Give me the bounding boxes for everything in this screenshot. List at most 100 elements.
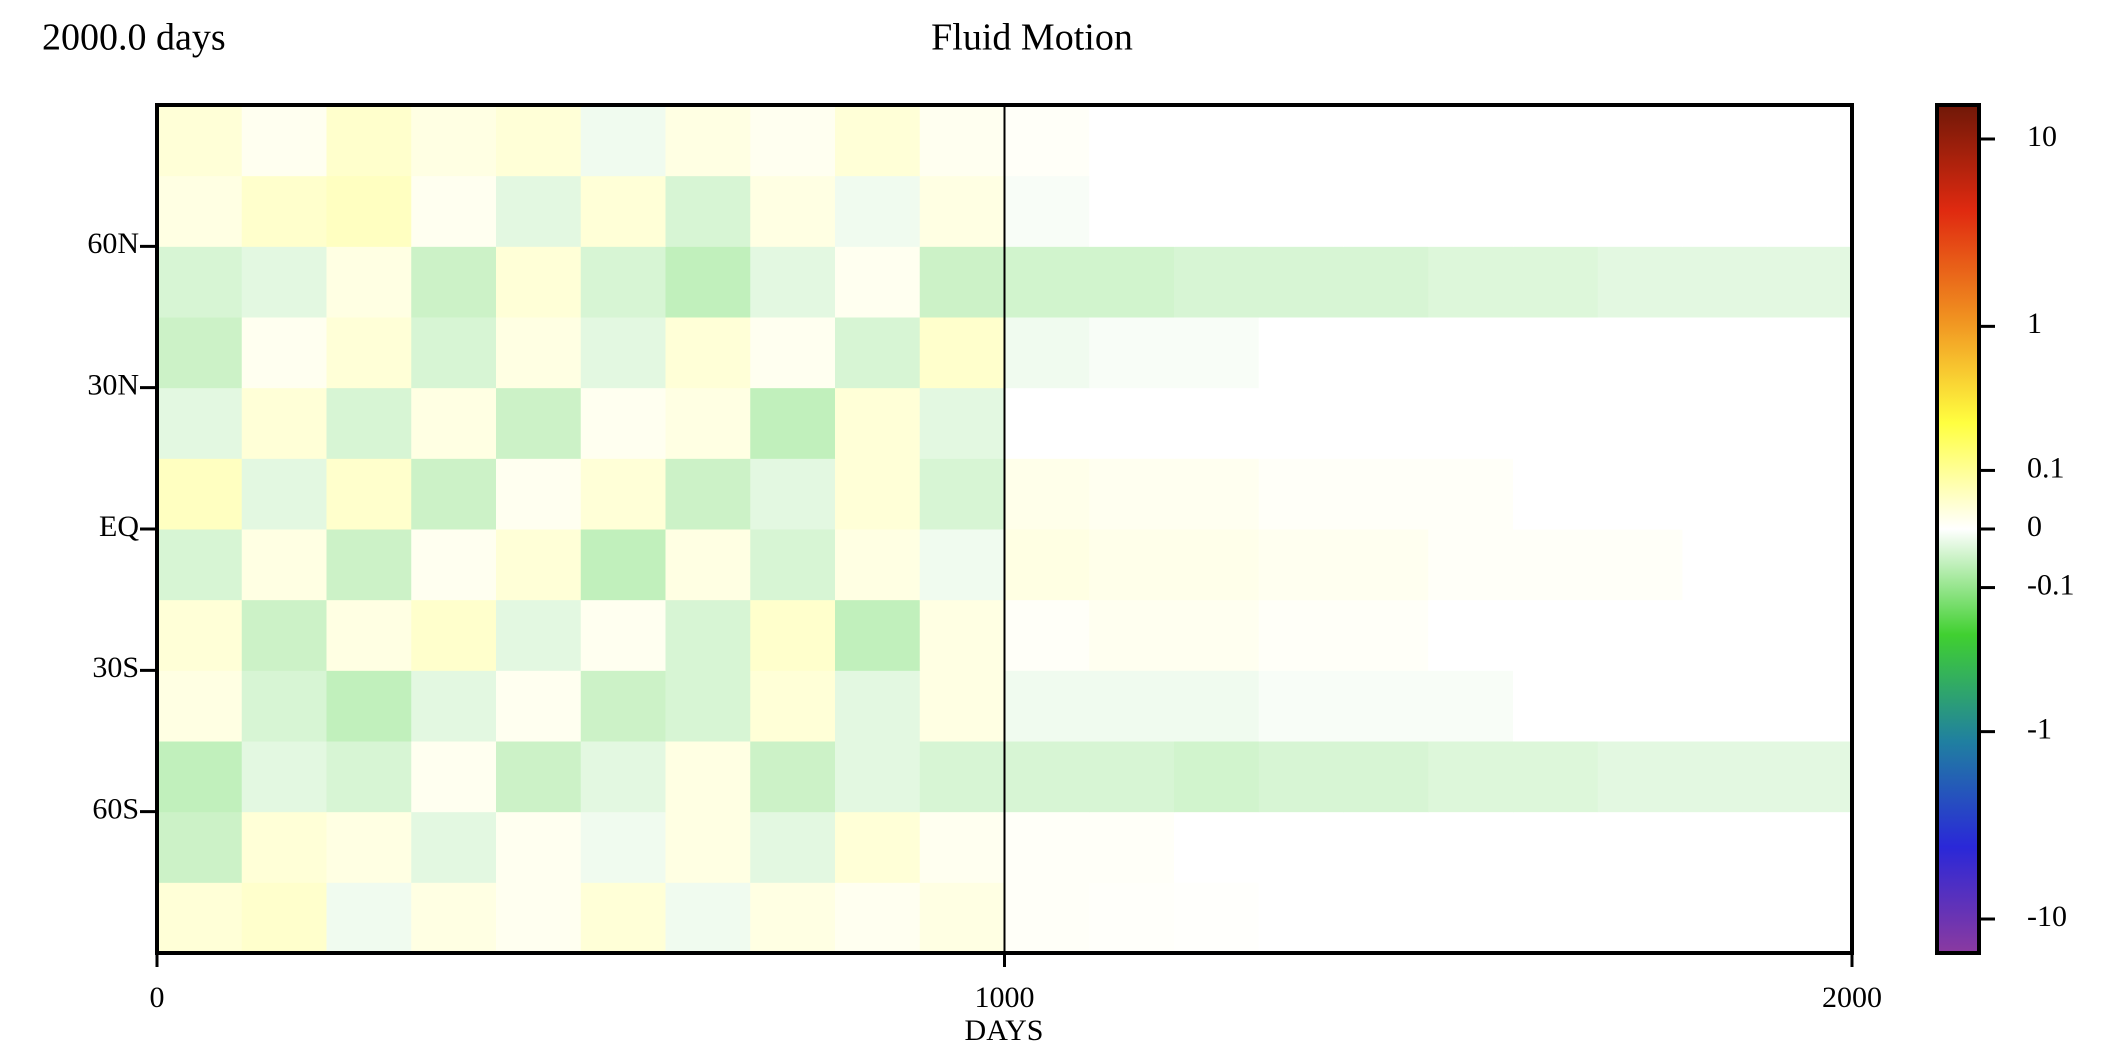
heatmap-cell <box>241 670 327 742</box>
heatmap-cell <box>1597 246 1683 318</box>
heatmap-cell <box>835 599 921 671</box>
heatmap-cell <box>1682 387 1768 459</box>
heatmap-cell <box>835 882 921 954</box>
heatmap-cell <box>919 105 1005 177</box>
heatmap-cell <box>1258 458 1344 530</box>
heatmap-cell <box>665 175 751 247</box>
heatmap-cell <box>1174 317 1260 389</box>
heatmap-cell <box>1513 246 1599 318</box>
heatmap-cell <box>1682 811 1768 883</box>
heatmap-cell <box>750 599 836 671</box>
heatmap-cell <box>411 741 497 813</box>
heatmap-cell <box>1597 741 1683 813</box>
heatmap-cell <box>1513 529 1599 601</box>
heatmap-cell <box>496 529 582 601</box>
heatmap-cell <box>1174 105 1260 177</box>
heatmap-cell <box>750 811 836 883</box>
heatmap-cell <box>1004 458 1090 530</box>
heatmap-cell <box>1258 882 1344 954</box>
heatmap-cell <box>496 458 582 530</box>
heatmap-cell <box>580 599 666 671</box>
heatmap-cell <box>665 670 751 742</box>
heatmap-cell <box>580 387 666 459</box>
heatmap-cell <box>157 246 243 318</box>
heatmap-cell <box>1089 811 1175 883</box>
heatmap-cell <box>1428 670 1514 742</box>
heatmap-cell <box>1004 741 1090 813</box>
heatmap-cell <box>326 246 412 318</box>
heatmap-cell <box>580 741 666 813</box>
heatmap-cell <box>1682 599 1768 671</box>
heatmap-cell <box>1174 387 1260 459</box>
y-tick-label: 30N <box>87 369 139 402</box>
heatmap-cell <box>580 246 666 318</box>
heatmap-cell <box>1004 246 1090 318</box>
heatmap-cell <box>326 317 412 389</box>
heatmap-cell <box>411 317 497 389</box>
x-tick-label: 1000 <box>975 981 1035 1014</box>
heatmap-cell <box>1004 882 1090 954</box>
heatmap-cell <box>1428 882 1514 954</box>
heatmap-cell <box>665 599 751 671</box>
heatmap-cell <box>1428 811 1514 883</box>
heatmap-cell <box>1089 458 1175 530</box>
heatmap-cell <box>326 105 412 177</box>
heatmap-cell <box>411 175 497 247</box>
heatmap-cell <box>496 670 582 742</box>
heatmap-cell <box>157 741 243 813</box>
heatmap-cell <box>411 105 497 177</box>
heatmap-cell <box>1089 317 1175 389</box>
colorbar-tick-label: -0.1 <box>2027 568 2075 601</box>
heatmap-cell <box>1343 246 1429 318</box>
heatmap-cell <box>241 529 327 601</box>
heatmap-cell <box>919 811 1005 883</box>
heatmap-cell <box>157 458 243 530</box>
heatmap-cell <box>496 317 582 389</box>
colorbar-tick-label: -1 <box>2027 713 2052 746</box>
heatmap-cell <box>1343 811 1429 883</box>
heatmap-cell <box>326 741 412 813</box>
heatmap-cell <box>1513 175 1599 247</box>
heatmap-cell <box>919 741 1005 813</box>
colorbar-tick-label: -10 <box>2027 900 2067 933</box>
heatmap-cell <box>665 529 751 601</box>
heatmap <box>157 105 1853 954</box>
heatmap-cell <box>1597 599 1683 671</box>
y-tick-label: EQ <box>99 510 139 543</box>
heatmap-cell <box>241 105 327 177</box>
heatmap-cell <box>157 670 243 742</box>
heatmap-cell <box>241 246 327 318</box>
heatmap-cell <box>411 529 497 601</box>
heatmap-cell <box>835 317 921 389</box>
heatmap-cell <box>1089 741 1175 813</box>
heatmap-cell <box>1089 882 1175 954</box>
heatmap-cell <box>1343 529 1429 601</box>
heatmap-cell <box>1258 811 1344 883</box>
heatmap-cell <box>1428 387 1514 459</box>
heatmap-cell <box>1597 317 1683 389</box>
heatmap-cell <box>496 811 582 883</box>
heatmap-cell <box>1767 175 1853 247</box>
heatmap-cell <box>580 317 666 389</box>
chart-title: Fluid Motion <box>931 17 1133 59</box>
colorbar-tick-label: 0 <box>2027 510 2042 543</box>
heatmap-cell <box>835 246 921 318</box>
heatmap-cell <box>496 599 582 671</box>
heatmap-cell <box>1174 670 1260 742</box>
heatmap-cell <box>1767 741 1853 813</box>
heatmap-cell <box>750 458 836 530</box>
heatmap-cell <box>835 387 921 459</box>
heatmap-cell <box>1767 317 1853 389</box>
heatmap-cell <box>1174 246 1260 318</box>
heatmap-cell <box>1258 175 1344 247</box>
heatmap-cell <box>1004 175 1090 247</box>
heatmap-cell <box>835 529 921 601</box>
heatmap-cell <box>1174 599 1260 671</box>
heatmap-cell <box>1428 246 1514 318</box>
colorbar-tick-label: 10 <box>2027 120 2057 153</box>
heatmap-cell <box>1343 741 1429 813</box>
heatmap-cell <box>1682 458 1768 530</box>
heatmap-cell <box>1513 387 1599 459</box>
heatmap-cell <box>1513 599 1599 671</box>
